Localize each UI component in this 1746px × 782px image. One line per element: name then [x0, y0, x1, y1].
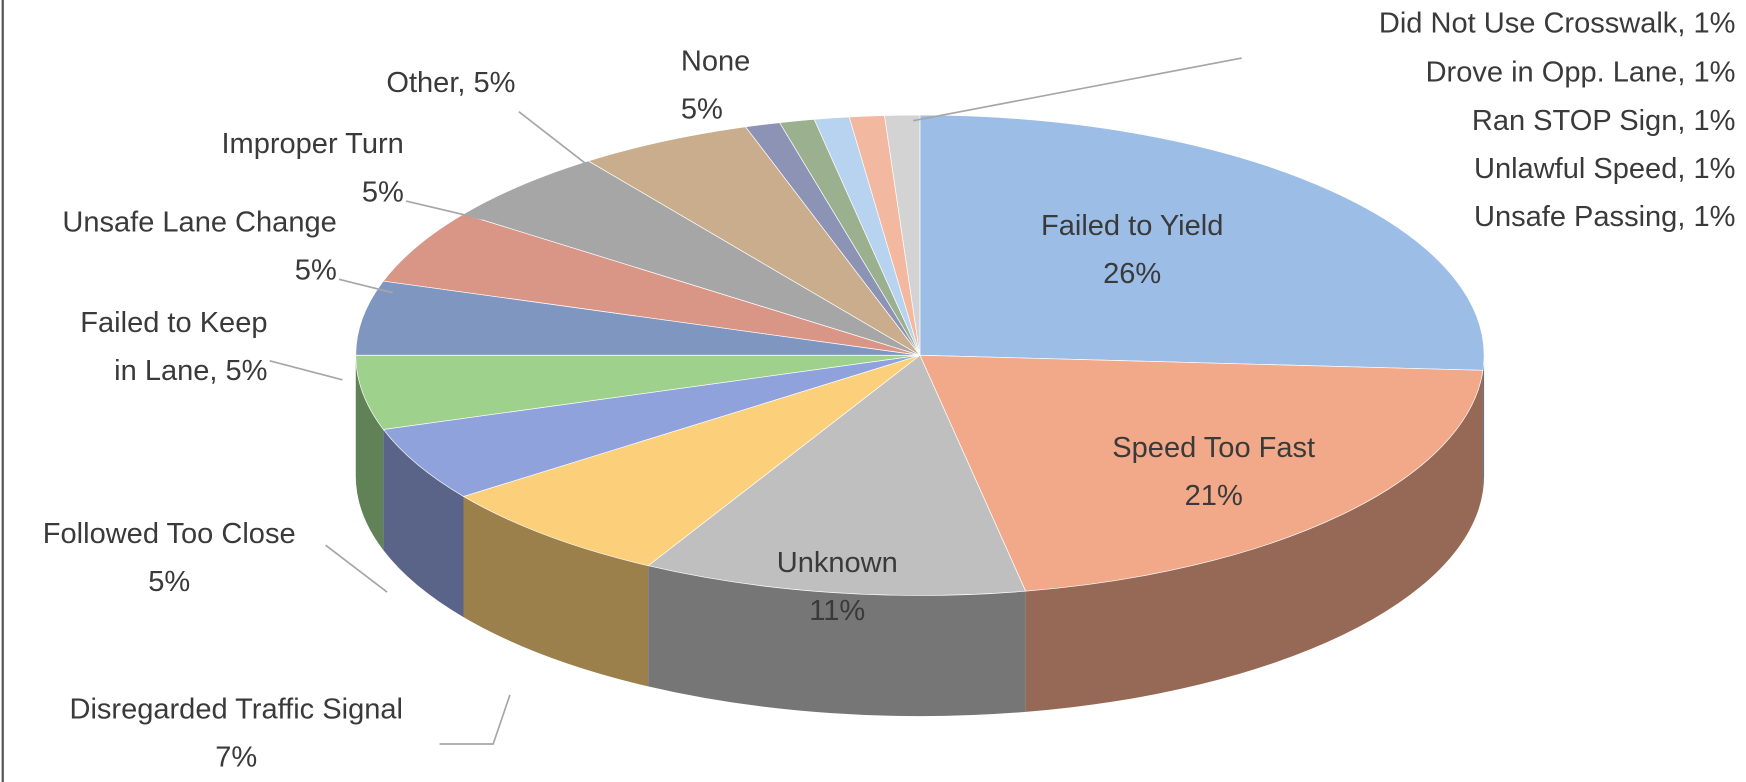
pie-slice [355, 280, 920, 356]
pie-slice [462, 354, 921, 567]
data-label: Unsafe Passing, 1% [1474, 201, 1735, 233]
data-label: Other, 5% [386, 66, 515, 98]
data-label: Unlawful Speed, 1% [1474, 152, 1735, 184]
data-label: Disregarded Traffic Signal 7% [69, 693, 402, 773]
data-label: Failed to Keep in Lane, 5% [80, 307, 267, 387]
data-label: Speed Too Fast 21% [1112, 432, 1315, 512]
leader-line [439, 694, 511, 745]
data-label: Failed to Yield 26% [1041, 209, 1223, 289]
leader-line [405, 200, 483, 220]
data-label: Followed Too Close 5% [43, 518, 296, 598]
leader-line [913, 57, 1242, 122]
data-label: Improper Turn 5% [221, 128, 403, 208]
pie-slice [462, 160, 921, 356]
slice-side [463, 496, 649, 687]
pie-sides [355, 355, 1485, 717]
data-label: Unknown 11% [777, 547, 898, 627]
pie-slice [355, 354, 920, 430]
data-label: None 5% [681, 45, 750, 125]
slice-side [648, 565, 1026, 717]
slice-side [1025, 370, 1483, 712]
pie-slice [587, 126, 921, 356]
pie-slice [884, 114, 921, 356]
leader-lines [269, 57, 1242, 745]
pie-tops [355, 114, 1485, 596]
pie-slice [919, 354, 1484, 592]
leader-line [325, 544, 388, 593]
data-label: Ran STOP Sign, 1% [1472, 104, 1736, 136]
pie-slice [919, 114, 1485, 371]
leader-line [338, 278, 393, 294]
pie-slice [382, 354, 921, 497]
slice-side [355, 355, 384, 551]
data-labels: Failed to Yield 26% Speed Too Fast 21% Unkno… [43, 7, 1736, 773]
leader-line [518, 111, 595, 171]
data-label: Did Not Use Crosswalk, 1% [1379, 7, 1736, 39]
slice-side [1482, 355, 1485, 491]
data-label: Unsafe Lane Change 5% [62, 206, 336, 286]
leader-line [269, 360, 343, 381]
pie-slice [382, 213, 921, 356]
pie-slice [647, 354, 1027, 596]
slice-side [383, 429, 464, 618]
data-label: Drove in Opp. Lane, 1% [1426, 56, 1736, 88]
